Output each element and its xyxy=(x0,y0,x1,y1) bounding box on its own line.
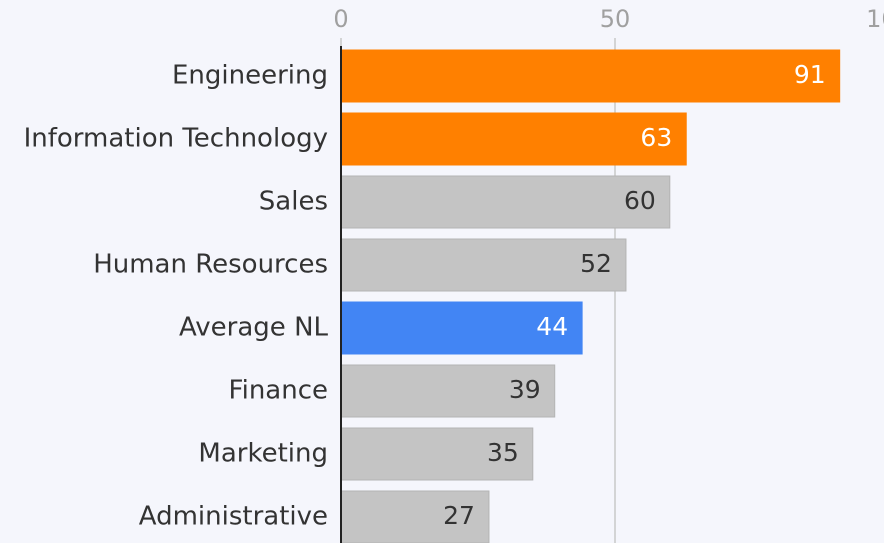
x-tick-label: 100 xyxy=(866,5,884,33)
category-label: Average NL xyxy=(179,313,328,343)
category-label: Administrative xyxy=(139,502,328,532)
category-label: Human Resources xyxy=(93,250,328,280)
x-tick-label: 50 xyxy=(600,5,631,33)
category-label: Sales xyxy=(259,187,328,217)
value-label: 91 xyxy=(794,60,826,89)
value-label: 35 xyxy=(487,438,519,467)
value-label: 60 xyxy=(624,186,656,215)
value-label: 27 xyxy=(443,501,475,530)
value-label: 44 xyxy=(536,312,568,341)
bar xyxy=(340,49,841,103)
value-label: 52 xyxy=(580,249,612,278)
category-label: Engineering xyxy=(172,61,328,91)
bar xyxy=(340,490,490,543)
x-tick-label: 0 xyxy=(333,5,348,33)
bar xyxy=(340,175,671,229)
bar xyxy=(340,301,583,355)
category-label: Information Technology xyxy=(24,124,328,154)
category-label: Finance xyxy=(229,376,328,406)
bar xyxy=(340,112,687,166)
value-label: 63 xyxy=(640,123,672,152)
category-label: Marketing xyxy=(198,439,328,469)
value-label: 39 xyxy=(509,375,541,404)
